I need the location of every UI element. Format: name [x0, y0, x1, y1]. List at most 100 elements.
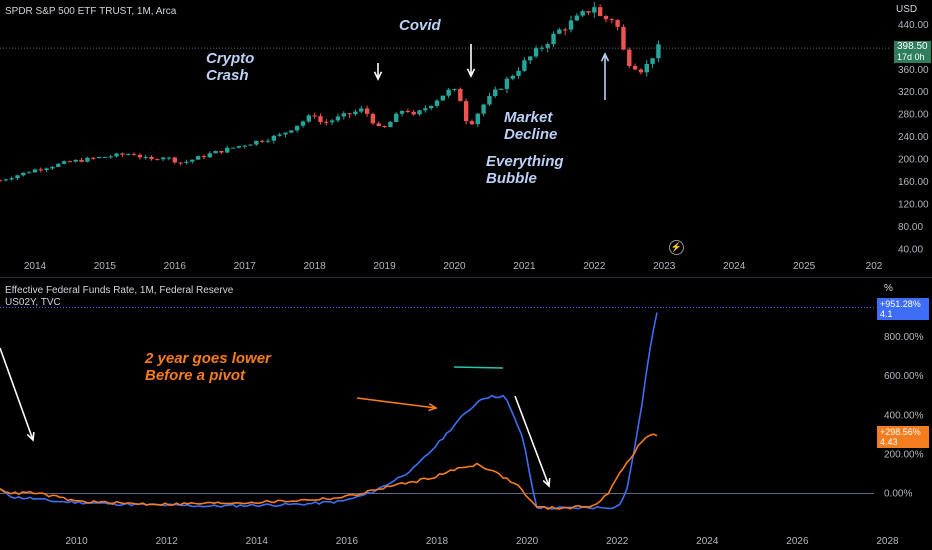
- candle-body: [568, 20, 574, 30]
- candle-body: [50, 166, 55, 169]
- y-tick-label: 600.00%: [884, 371, 924, 382]
- spy-candlestick-chart: 40.00 80.00 120.00 160.00 200.00 240.00 280.00…: [0, 2, 929, 272]
- fedfunds-badge: +951.28% 4.1: [877, 298, 929, 320]
- covid-annotation: Covid: [399, 17, 441, 34]
- candle-body: [656, 44, 661, 59]
- bottom-legend-line2: US02Y, TVC: [5, 297, 61, 308]
- x-tick-label: 2021: [513, 261, 536, 272]
- candle-body: [271, 135, 277, 141]
- candle-body: [493, 89, 498, 97]
- candle-body: [213, 150, 218, 154]
- us02y-value: 4.43: [880, 437, 898, 447]
- y-tick-label: 400.00%: [884, 410, 924, 421]
- candle-body: [440, 95, 446, 101]
- x-tick-label: 2028: [876, 536, 899, 547]
- y-tick-label: 320.00: [898, 87, 929, 98]
- y-tick-label: 280.00: [898, 110, 929, 121]
- x-tick-label: 2015: [94, 261, 117, 272]
- candle-body: [143, 156, 148, 158]
- candle-body: [289, 130, 294, 133]
- candle-body: [120, 153, 125, 155]
- candle-body: [341, 113, 346, 117]
- y-tick-label: 160.00: [898, 177, 929, 188]
- candle-body: [160, 157, 166, 160]
- candle-body: [469, 121, 475, 125]
- candle-body: [56, 163, 61, 167]
- top-legend: SPDR S&P 500 ETF TRUST, 1M, Arca: [5, 6, 177, 17]
- candle-body: [353, 111, 358, 115]
- x-tick-label: 2010: [65, 536, 88, 547]
- y-tick-label: 80.00: [898, 222, 923, 233]
- fedfunds-pct: +951.28%: [880, 299, 921, 309]
- x-tick-label: 2014: [24, 261, 47, 272]
- candle-body: [0, 180, 3, 182]
- candle-body: [184, 161, 189, 163]
- covid-arrow-head: [466, 68, 476, 78]
- candle-body: [283, 132, 288, 135]
- candle-body: [44, 168, 49, 170]
- two-year-line2: Before a pivot: [145, 367, 246, 384]
- x-tick-label: 202: [866, 261, 883, 272]
- x-tick-label: 2024: [723, 261, 746, 272]
- candle-body: [21, 172, 26, 176]
- candle-body: [638, 69, 644, 73]
- crypto-arrow-head: [373, 71, 383, 81]
- candle-body: [417, 110, 422, 115]
- us02y-pct: +298.56%: [880, 427, 921, 437]
- candle-body: [597, 7, 603, 16]
- x-tick-label: 2016: [164, 261, 187, 272]
- lightning-icon[interactable]: ⚡: [669, 240, 684, 255]
- candle-body: [650, 58, 655, 64]
- candle-body: [15, 175, 20, 179]
- candle-body: [434, 100, 440, 106]
- x-tick-label: 2017: [234, 261, 257, 272]
- candle-body: [306, 115, 312, 122]
- us02y-badge: +298.56% 4.43: [877, 426, 929, 448]
- market-decline-annotation: Market Decline: [504, 109, 557, 143]
- x-tick-label: 2022: [583, 261, 606, 272]
- candle-body: [9, 178, 14, 180]
- decline-arrow-head: [542, 477, 551, 488]
- bar-countdown: 17d 0h: [897, 52, 925, 62]
- candle-body: [236, 146, 242, 148]
- covid-line: Covid: [399, 17, 441, 34]
- candle-body: [32, 169, 38, 173]
- candle-body: [394, 113, 399, 122]
- candle-body: [277, 134, 282, 136]
- candle-body: [3, 179, 9, 181]
- x-tick-label: 2023: [653, 261, 676, 272]
- candle-body: [399, 110, 405, 114]
- candle-body: [329, 120, 335, 123]
- candle-body: [510, 75, 515, 79]
- candle-body: [102, 156, 108, 158]
- x-tick-label: 2022: [606, 536, 629, 547]
- candle-body: [190, 159, 195, 162]
- candle-body: [574, 15, 580, 21]
- candle-body: [592, 7, 597, 13]
- rates-line-chart: 0.00% 200.00% 400.00% 600.00% 800.00% 2010 201…: [0, 307, 924, 547]
- panel-divider: [0, 277, 932, 278]
- candle-body: [155, 159, 160, 161]
- candle-body: [609, 19, 614, 21]
- bottom-legend-line1: Effective Federal Funds Rate, 1M, Federa…: [5, 285, 234, 296]
- candle-body: [388, 121, 393, 128]
- candle-body: [131, 154, 137, 156]
- candle-body: [562, 29, 568, 31]
- candle-body: [405, 110, 411, 112]
- left-down-arrow: [0, 347, 34, 441]
- y-tick-label: 800.00%: [884, 332, 924, 343]
- candle-body: [603, 15, 609, 20]
- candle-body: [108, 156, 113, 158]
- candle-body: [621, 26, 626, 50]
- candle-body: [294, 125, 300, 131]
- candle-body: [545, 44, 550, 48]
- x-tick-label: 2020: [443, 261, 466, 272]
- candle-body: [26, 172, 32, 174]
- percent-label: %: [884, 283, 893, 294]
- candle-body: [539, 47, 545, 49]
- candle-body: [38, 169, 43, 171]
- market-arrow-head: [600, 52, 610, 62]
- fedfunds-value: 4.1: [880, 309, 893, 319]
- candle-body: [195, 156, 201, 160]
- candle-body: [428, 105, 434, 109]
